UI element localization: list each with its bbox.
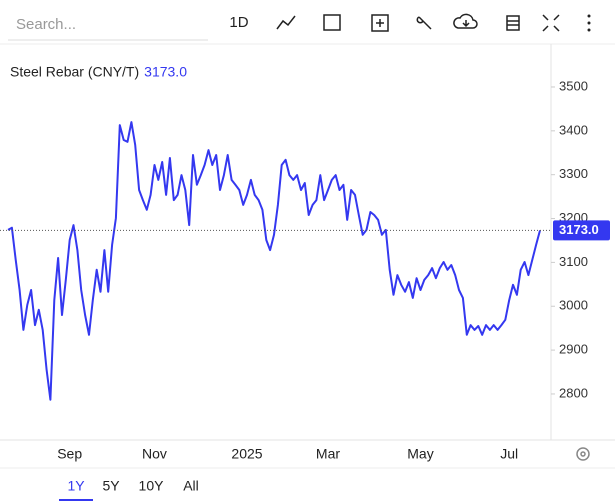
- y-tick-label: 2900: [559, 342, 588, 357]
- add-icon[interactable]: [371, 14, 389, 32]
- database-icon[interactable]: [506, 15, 520, 31]
- x-tick-label: Sep: [57, 446, 82, 462]
- y-tick-label: 3400: [559, 122, 588, 137]
- x-tick-label: Mar: [316, 446, 340, 462]
- calendar-icon[interactable]: [323, 14, 341, 31]
- last-value-tag: [553, 220, 610, 241]
- range-button[interactable]: 5Y: [102, 478, 120, 494]
- y-tick-label: 3500: [559, 78, 588, 93]
- x-tick-label: May: [407, 446, 433, 462]
- download-icon[interactable]: [453, 13, 478, 29]
- gear-icon[interactable]: [576, 447, 590, 461]
- y-tick-label: 3000: [559, 298, 588, 313]
- x-tick-label: 2025: [231, 446, 262, 462]
- line-icon[interactable]: [276, 15, 296, 30]
- interval-button[interactable]: 1D: [229, 14, 248, 31]
- y-tick-label: 3100: [559, 254, 588, 269]
- range-button[interactable]: All: [183, 478, 199, 494]
- x-tick-label: Jul: [500, 446, 518, 462]
- y-tick-label: 3300: [559, 166, 588, 181]
- last-value-tag-label: 3173.0: [559, 222, 599, 237]
- search-box[interactable]: [8, 8, 208, 40]
- range-button[interactable]: 1Y: [67, 478, 85, 494]
- chart-title: Steel Rebar (CNY/T): [10, 64, 139, 80]
- toolbar-icons: [276, 13, 591, 32]
- last-value: 3173.0: [144, 64, 187, 80]
- range-button[interactable]: 10Y: [139, 478, 165, 494]
- tools-icon[interactable]: [416, 16, 432, 30]
- x-tick-label: Nov: [142, 446, 167, 462]
- fullscreen-icon[interactable]: [542, 14, 560, 32]
- search-placeholder: Search...: [16, 16, 76, 33]
- y-tick-label: 2800: [559, 385, 588, 400]
- price-line: [7, 121, 541, 401]
